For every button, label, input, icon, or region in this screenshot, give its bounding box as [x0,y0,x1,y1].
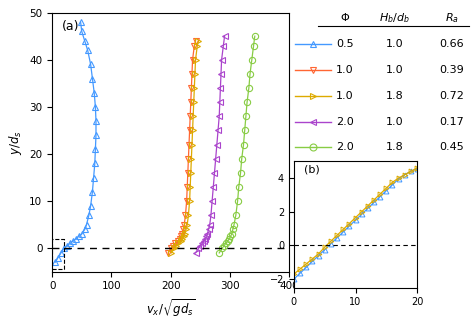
Text: 2.0: 2.0 [336,117,354,127]
Text: 0.45: 0.45 [439,143,464,152]
Text: 1.0: 1.0 [386,117,403,127]
Text: $\Phi$: $\Phi$ [340,11,350,23]
Text: 0.5: 0.5 [336,39,354,49]
Text: 1.0: 1.0 [386,65,403,75]
X-axis label: $v_x/\sqrt{gd_s}$: $v_x/\sqrt{gd_s}$ [146,297,195,316]
Text: (a): (a) [62,21,79,33]
Text: $R_a$: $R_a$ [445,11,458,25]
Y-axis label: $y/d_s$: $y/d_s$ [7,130,24,155]
Text: 0.72: 0.72 [439,91,464,101]
Text: 1.0: 1.0 [386,39,403,49]
Text: 1.0: 1.0 [336,65,354,75]
Bar [52,239,64,270]
Text: $H_b/d_b$: $H_b/d_b$ [379,11,410,25]
Text: 2.0: 2.0 [336,143,354,152]
Text: 0.17: 0.17 [439,117,464,127]
Text: 0.66: 0.66 [439,39,464,49]
Text: 1.8: 1.8 [386,91,403,101]
Text: 0.39: 0.39 [439,65,464,75]
Text: (b): (b) [304,165,319,175]
Text: 1.0: 1.0 [336,91,354,101]
Text: 1.8: 1.8 [386,143,403,152]
